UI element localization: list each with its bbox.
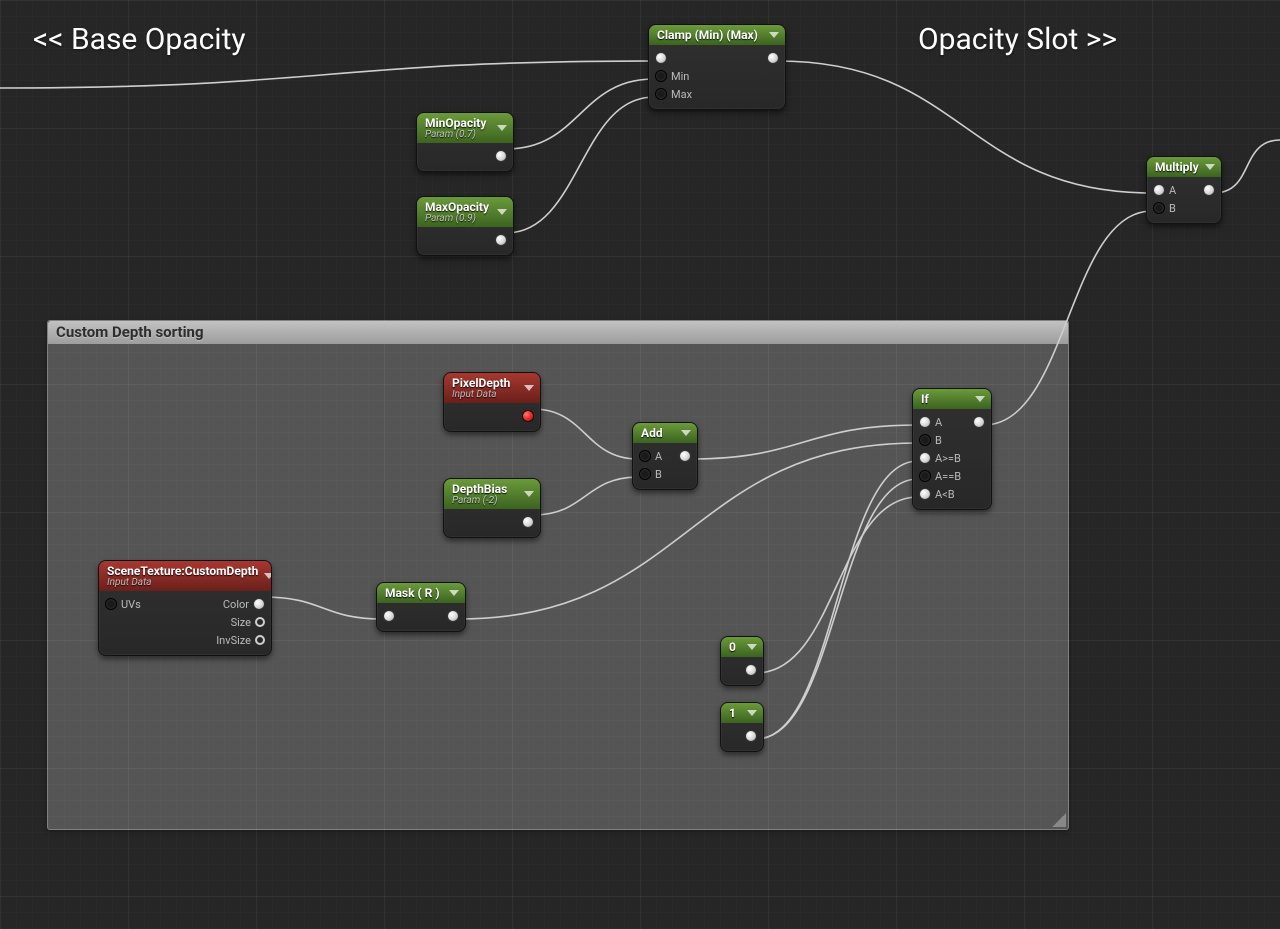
pin-out[interactable] <box>522 410 534 422</box>
chevron-down-icon[interactable] <box>524 491 534 497</box>
pin-label: B <box>931 434 946 447</box>
annotation-left: << Base Opacity <box>33 22 246 57</box>
pin-in[interactable] <box>919 488 931 500</box>
node-scene-texture-header[interactable]: SceneTexture:CustomDepth Input Data <box>99 561 271 591</box>
pin-in[interactable] <box>655 52 667 64</box>
node-depth-bias-header[interactable]: DepthBias Param (-2) <box>444 479 540 509</box>
node-title: MinOpacity Param (0.7) <box>425 116 486 140</box>
node-if[interactable]: If A B A>=B A==B A<B <box>912 388 992 510</box>
pin-in[interactable] <box>105 598 117 610</box>
pin-out[interactable] <box>255 635 265 645</box>
chevron-down-icon[interactable] <box>449 590 459 596</box>
node-const-1-header[interactable]: 1 <box>721 703 763 723</box>
chevron-down-icon[interactable] <box>1205 164 1215 170</box>
pin-label: A<B <box>931 488 959 501</box>
node-title: PixelDepth Input Data <box>452 376 510 400</box>
node-add[interactable]: Add A B <box>632 422 698 490</box>
node-mask-header[interactable]: Mask ( R ) <box>377 583 465 603</box>
node-title: 0 <box>729 640 736 654</box>
node-clamp-title: Clamp (Min) (Max) <box>657 28 758 42</box>
pin-label: B <box>1165 202 1180 215</box>
pin-label: A>=B <box>931 452 965 465</box>
annotation-right: Opacity Slot >> <box>918 22 1117 57</box>
chevron-down-icon[interactable] <box>497 209 507 215</box>
node-title: SceneTexture:CustomDepth Input Data <box>107 564 258 588</box>
pin-in[interactable] <box>639 468 651 480</box>
pin-out[interactable] <box>522 516 534 528</box>
node-multiply-header[interactable]: Multiply <box>1147 157 1221 177</box>
node-min-opacity[interactable]: MinOpacity Param (0.7) <box>416 112 514 172</box>
node-pixel-depth[interactable]: PixelDepth Input Data <box>443 372 541 432</box>
pin-label: InvSize <box>212 634 255 647</box>
pin-out[interactable] <box>745 664 757 676</box>
node-if-header[interactable]: If <box>913 389 991 409</box>
pin-label: B <box>651 468 666 481</box>
pin-in[interactable] <box>1153 184 1165 196</box>
pin-in[interactable] <box>655 88 667 100</box>
node-const-0[interactable]: 0 <box>720 636 764 686</box>
pin-label: A <box>931 416 946 429</box>
pin-label: A <box>651 450 666 463</box>
node-const-0-header[interactable]: 0 <box>721 637 763 657</box>
pin-in[interactable] <box>383 610 395 622</box>
chevron-down-icon[interactable] <box>524 385 534 391</box>
comment-title[interactable]: Custom Depth sorting <box>48 321 1068 344</box>
pin-in[interactable] <box>919 416 931 428</box>
node-title: 1 <box>729 706 736 720</box>
node-depth-bias[interactable]: DepthBias Param (-2) <box>443 478 541 538</box>
pin-label: A <box>1165 184 1180 197</box>
node-mask[interactable]: Mask ( R ) <box>376 582 466 632</box>
chevron-down-icon[interactable] <box>264 573 272 579</box>
node-multiply[interactable]: Multiply A B <box>1146 156 1222 224</box>
node-pixel-depth-header[interactable]: PixelDepth Input Data <box>444 373 540 403</box>
node-clamp[interactable]: Clamp (Min) (Max) Min Max <box>648 24 786 110</box>
pin-label: A==B <box>931 470 965 483</box>
node-clamp-body: Min Max <box>649 45 785 109</box>
pin-out[interactable] <box>447 610 459 622</box>
node-scene-texture[interactable]: SceneTexture:CustomDepth Input Data UVs C… <box>98 560 272 656</box>
pin-in[interactable] <box>919 434 931 446</box>
pin-out[interactable] <box>679 450 691 462</box>
chevron-down-icon[interactable] <box>975 396 985 402</box>
pin-in[interactable] <box>919 470 931 482</box>
node-add-header[interactable]: Add <box>633 423 697 443</box>
pin-out[interactable] <box>767 52 779 64</box>
pin-in[interactable] <box>639 450 651 462</box>
pin-out[interactable] <box>495 234 507 246</box>
pin-in[interactable] <box>1153 202 1165 214</box>
node-const-1[interactable]: 1 <box>720 702 764 752</box>
pin-label: Color <box>219 598 253 611</box>
pin-label: UVs <box>117 598 145 611</box>
node-title: If <box>921 392 929 406</box>
graph-canvas[interactable]: { "canvas": { "width": 1280, "height": 9… <box>0 0 1280 929</box>
node-title: Add <box>641 426 663 440</box>
chevron-down-icon[interactable] <box>681 430 691 436</box>
node-title: MaxOpacity Param (0.9) <box>425 200 489 224</box>
node-title: Mask ( R ) <box>385 586 440 600</box>
pin-in[interactable] <box>655 70 667 82</box>
comment-resize-handle[interactable] <box>1052 813 1066 827</box>
pin-in[interactable] <box>919 452 931 464</box>
chevron-down-icon[interactable] <box>769 32 779 38</box>
node-max-opacity-header[interactable]: MaxOpacity Param (0.9) <box>417 197 513 227</box>
pin-label: Max <box>667 88 696 101</box>
pin-out[interactable] <box>745 730 757 742</box>
node-max-opacity[interactable]: MaxOpacity Param (0.9) <box>416 196 514 256</box>
pin-out[interactable] <box>495 150 507 162</box>
node-clamp-header[interactable]: Clamp (Min) (Max) <box>649 25 785 45</box>
pin-label: Size <box>227 616 255 629</box>
chevron-down-icon[interactable] <box>497 125 507 131</box>
chevron-down-icon[interactable] <box>747 710 757 716</box>
pin-out[interactable] <box>255 617 265 627</box>
chevron-down-icon[interactable] <box>747 644 757 650</box>
node-min-opacity-header[interactable]: MinOpacity Param (0.7) <box>417 113 513 143</box>
node-title: Multiply <box>1155 160 1199 174</box>
pin-out[interactable] <box>253 598 265 610</box>
node-title: DepthBias Param (-2) <box>452 482 507 506</box>
pin-label: Min <box>667 70 693 83</box>
pin-out[interactable] <box>1203 184 1215 196</box>
pin-out[interactable] <box>973 416 985 428</box>
